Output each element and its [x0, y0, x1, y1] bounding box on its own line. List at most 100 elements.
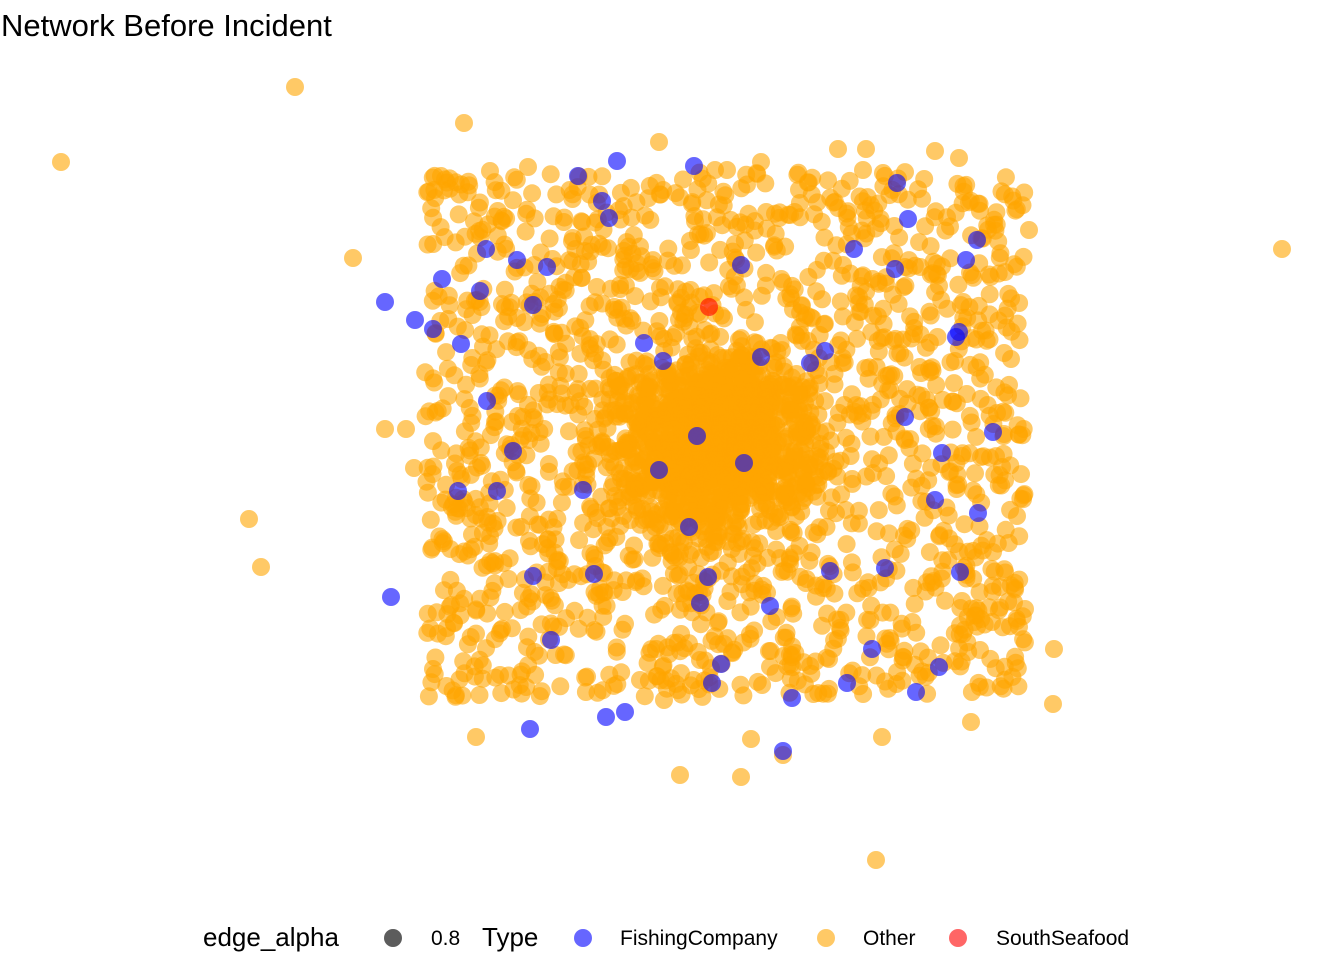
other-node [545, 596, 564, 615]
other-node [995, 560, 1014, 579]
other-node [727, 276, 746, 295]
other-node [912, 386, 931, 405]
other-node [643, 548, 662, 567]
other-node [995, 670, 1014, 689]
other-node [683, 381, 702, 400]
other-node [786, 325, 805, 344]
other-node [748, 465, 767, 484]
other-node [873, 374, 892, 393]
other-node [671, 542, 689, 561]
other-node [418, 483, 437, 502]
other-node [446, 454, 464, 473]
other-node [726, 513, 745, 532]
other-node [548, 509, 567, 528]
other-node [493, 619, 512, 638]
fishing-company-node [930, 658, 948, 676]
fishing-company-node [984, 423, 1002, 441]
other-node [946, 352, 964, 370]
other-node [953, 444, 972, 463]
other-node [530, 687, 549, 706]
other-node [554, 477, 573, 496]
other-node [625, 536, 643, 555]
other-node [710, 488, 729, 507]
other-node [470, 369, 489, 388]
fishing-company-node [542, 631, 560, 649]
other-node [625, 480, 644, 499]
other-node [600, 665, 619, 684]
other-node [761, 642, 780, 660]
other-node [747, 243, 766, 262]
other-node [455, 589, 474, 608]
other-node [691, 449, 710, 467]
other-node [576, 455, 595, 474]
fishing-company-node [477, 240, 495, 258]
other-node [752, 153, 770, 171]
other-node [971, 389, 990, 408]
other-node [611, 183, 630, 202]
other-node [926, 142, 944, 160]
other-node [693, 687, 712, 706]
other-node [614, 261, 633, 280]
other-node [676, 355, 695, 374]
other-node [837, 603, 856, 622]
fishing-company-node [699, 568, 717, 586]
other-node [840, 405, 859, 424]
other-node [440, 597, 459, 616]
other-node [664, 564, 683, 583]
legend-key-fishing-company [574, 929, 592, 947]
other-node [810, 518, 829, 537]
other-node [673, 256, 691, 275]
other-node [586, 379, 605, 398]
other-node [737, 418, 756, 437]
other-node [757, 203, 776, 221]
other-node [988, 534, 1007, 553]
other-node [933, 562, 952, 581]
fishing-company-node [947, 328, 965, 346]
fishing-company-node [968, 231, 986, 249]
other-node [814, 251, 833, 270]
fishing-company-node [712, 655, 730, 673]
other-node [752, 580, 771, 599]
other-node [903, 454, 922, 473]
other-node [681, 231, 699, 250]
other-node [613, 620, 632, 639]
fishing-company-node [761, 597, 779, 615]
other-node [552, 493, 571, 512]
other-node [732, 567, 751, 586]
other-node [485, 574, 504, 593]
other-node [939, 506, 958, 525]
other-node [732, 768, 750, 786]
fishing-company-node [838, 674, 856, 692]
fishing-company-node [703, 674, 721, 692]
other-node [867, 522, 886, 541]
other-node [916, 582, 935, 601]
other-node [545, 324, 563, 343]
fishing-company-node [471, 282, 489, 300]
other-node [833, 307, 852, 326]
other-node [996, 168, 1015, 187]
fishing-company-node [688, 427, 706, 445]
other-node [638, 378, 657, 397]
other-node [955, 515, 974, 534]
fishing-company-node [424, 320, 442, 338]
other-node [707, 533, 726, 552]
other-node [1045, 640, 1063, 658]
other-node [495, 602, 514, 621]
other-node [1009, 677, 1028, 696]
other-node [652, 405, 671, 424]
other-node [885, 217, 904, 235]
other-node [473, 669, 492, 688]
other-node [782, 442, 801, 461]
other-node [967, 358, 986, 377]
other-node [672, 664, 690, 683]
other-node [874, 427, 893, 446]
other-node [638, 654, 657, 672]
other-node [540, 229, 559, 248]
other-node [923, 264, 942, 283]
other-node [824, 193, 843, 212]
other-node [762, 612, 781, 631]
other-node [457, 375, 476, 394]
other-node [686, 212, 704, 231]
other-node [781, 520, 800, 539]
other-node [574, 513, 593, 532]
